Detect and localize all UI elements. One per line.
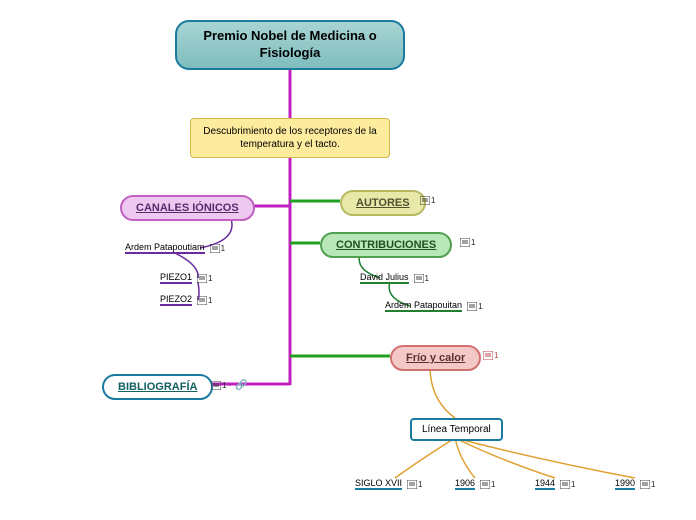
timeline-node[interactable]: Línea Temporal [410, 418, 503, 441]
canales-label: CANALES IÓNICOS [136, 202, 239, 214]
root-title-line1: Premio Nobel de Medicina o [203, 28, 376, 45]
leaf-david-note-icon: 1 [414, 274, 429, 283]
frio-node[interactable]: Frío y calor [390, 345, 481, 371]
leaf-piezo2-label: PIEZO2 [160, 294, 192, 306]
leaf-siglo[interactable]: SIGLO XVII 1 [355, 478, 423, 490]
leaf-1906[interactable]: 1906 1 [455, 478, 496, 490]
leaf-1990-note-icon: 1 [640, 480, 655, 489]
leaf-ardem2-note-icon: 1 [467, 302, 482, 311]
timeline-label: Línea Temporal [422, 424, 491, 435]
leaf-piezo2-note-icon: 1 [197, 296, 212, 305]
leaf-piezo1-note-icon: 1 [197, 274, 212, 283]
leaf-1990-label: 1990 [615, 478, 635, 490]
leaf-ardem2[interactable]: Ardem Patapouitan 1 [385, 300, 483, 312]
leaf-piezo2[interactable]: PIEZO2 1 [160, 294, 212, 306]
leaf-1906-note-icon: 1 [480, 480, 495, 489]
autores-note-icon: 1 [420, 196, 435, 205]
autores-node[interactable]: AUTORES [340, 190, 426, 216]
leaf-1944[interactable]: 1944 1 [535, 478, 576, 490]
leaf-david-label: David Julius [360, 272, 409, 284]
contribuciones-note-icon: 1 [460, 238, 475, 247]
leaf-ardem2-label: Ardem Patapouitan [385, 300, 462, 312]
leaf-siglo-note-icon: 1 [407, 480, 422, 489]
subtitle-line2: temperatura y el tacto. [240, 138, 340, 151]
leaf-ardem1-label: Ardem Patapoutiam [125, 242, 205, 254]
contribuciones-node[interactable]: CONTRIBUCIONES [320, 232, 452, 258]
leaf-1944-note-icon: 1 [560, 480, 575, 489]
leaf-david[interactable]: David Julius 1 [360, 272, 429, 284]
leaf-1990[interactable]: 1990 1 [615, 478, 656, 490]
leaf-ardem1[interactable]: Ardem Patapoutiam 1 [125, 242, 225, 254]
frio-label: Frío y calor [406, 352, 465, 364]
contribuciones-label: CONTRIBUCIONES [336, 239, 436, 251]
canales-node[interactable]: CANALES IÓNICOS [120, 195, 255, 221]
root-title-line2: Fisiología [260, 45, 321, 62]
leaf-siglo-label: SIGLO XVII [355, 478, 402, 490]
contribuciones-note-count: 1 [471, 238, 475, 247]
frio-note-count: 1 [494, 351, 498, 360]
attachment-icon: 🔗 [235, 380, 247, 391]
root-node[interactable]: Premio Nobel de Medicina o Fisiología [175, 20, 405, 70]
bibliografia-note-icon: 1 · 🔗 [211, 380, 248, 391]
autores-label: AUTORES [356, 197, 410, 209]
autores-note-count: 1 [431, 196, 435, 205]
connector-lines [0, 0, 696, 520]
bibliografia-separator: · [228, 381, 231, 390]
bibliografia-node[interactable]: BIBLIOGRAFÍA [102, 374, 213, 400]
leaf-1906-label: 1906 [455, 478, 475, 490]
subtitle-line1: Descubrimiento de los receptores de la [203, 125, 376, 138]
leaf-piezo1[interactable]: PIEZO1 1 [160, 272, 212, 284]
bibliografia-note-count: 1 [222, 381, 226, 390]
bibliografia-label: BIBLIOGRAFÍA [118, 381, 197, 393]
frio-note-icon: 1 [483, 351, 498, 360]
leaf-ardem1-note-icon: 1 [210, 244, 225, 253]
leaf-piezo1-label: PIEZO1 [160, 272, 192, 284]
subtitle-node[interactable]: Descubrimiento de los receptores de la t… [190, 118, 390, 158]
leaf-1944-label: 1944 [535, 478, 555, 490]
